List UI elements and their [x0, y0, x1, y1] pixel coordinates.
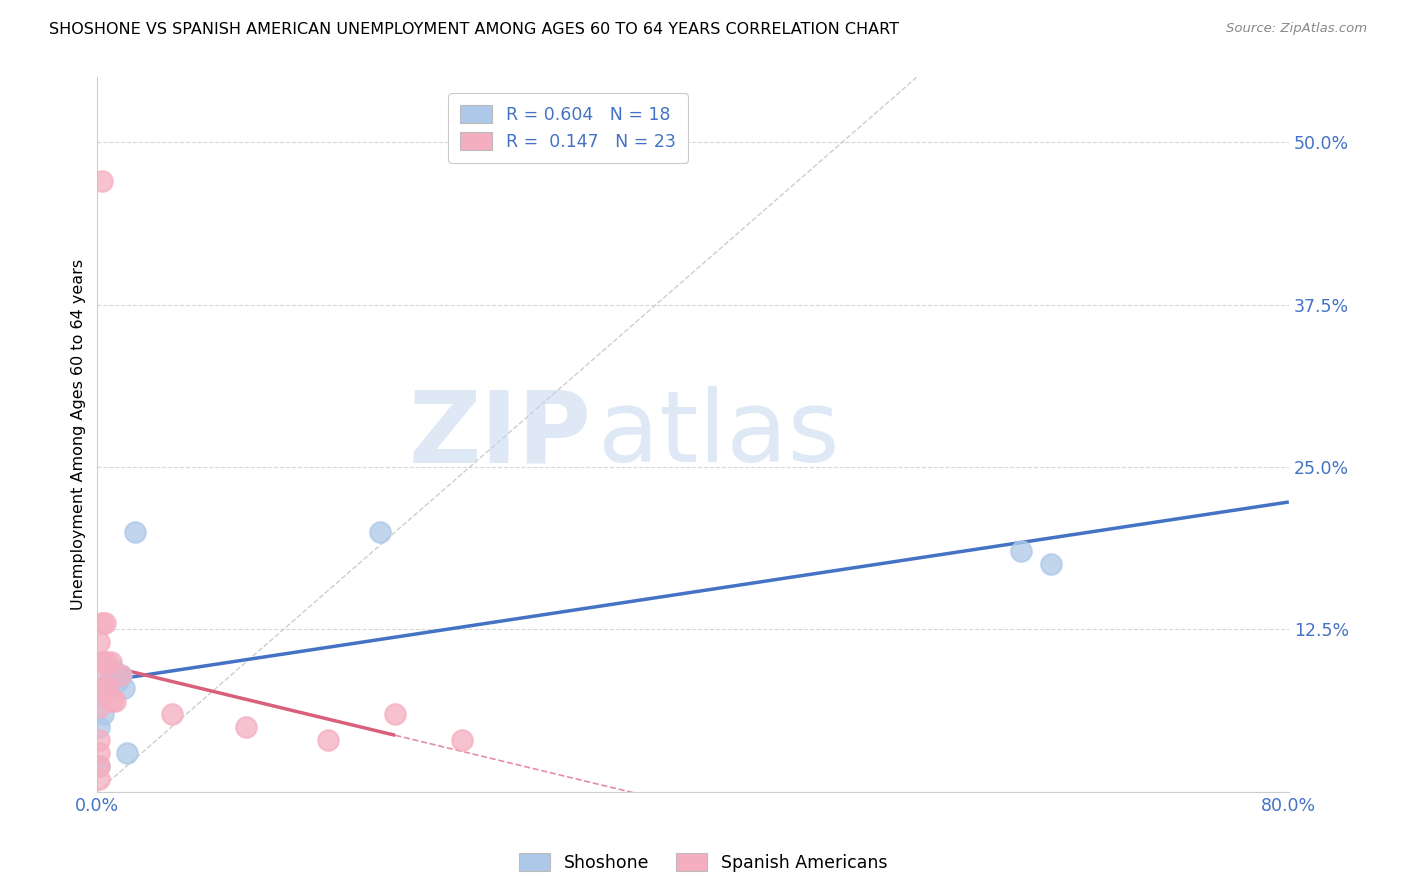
- Point: [384, 706, 406, 721]
- Point: [87, 772, 110, 786]
- Point: [107, 674, 129, 689]
- Text: ZIP: ZIP: [409, 386, 592, 483]
- Point: [108, 668, 131, 682]
- Point: [87, 732, 110, 747]
- Point: [104, 694, 127, 708]
- Point: [100, 655, 122, 669]
- Point: [451, 732, 474, 747]
- Point: [101, 694, 124, 708]
- Point: [87, 668, 110, 682]
- Point: [87, 758, 110, 772]
- Point: [110, 668, 132, 682]
- Point: [87, 758, 110, 772]
- Text: SHOSHONE VS SPANISH AMERICAN UNEMPLOYMENT AMONG AGES 60 TO 64 YEARS CORRELATION : SHOSHONE VS SPANISH AMERICAN UNEMPLOYMEN…: [49, 22, 900, 37]
- Point: [124, 524, 146, 539]
- Text: Source: ZipAtlas.com: Source: ZipAtlas.com: [1226, 22, 1367, 36]
- Point: [89, 681, 111, 695]
- Point: [87, 720, 110, 734]
- Point: [98, 674, 121, 689]
- Point: [91, 655, 114, 669]
- Point: [1010, 544, 1032, 558]
- Point: [98, 661, 121, 675]
- Point: [235, 720, 257, 734]
- Point: [87, 635, 110, 649]
- Point: [90, 687, 112, 701]
- Y-axis label: Unemployment Among Ages 60 to 64 years: Unemployment Among Ages 60 to 64 years: [72, 259, 86, 610]
- Point: [87, 746, 110, 760]
- Point: [104, 668, 127, 682]
- Point: [87, 700, 110, 714]
- Point: [316, 732, 339, 747]
- Legend: Shoshone, Spanish Americans: Shoshone, Spanish Americans: [512, 847, 894, 879]
- Point: [90, 615, 112, 630]
- Point: [97, 681, 120, 695]
- Legend: R = 0.604   N = 18, R =  0.147   N = 23: R = 0.604 N = 18, R = 0.147 N = 23: [449, 94, 688, 163]
- Point: [96, 655, 118, 669]
- Point: [91, 706, 114, 721]
- Point: [370, 524, 392, 539]
- Point: [94, 615, 117, 630]
- Point: [115, 746, 138, 760]
- Point: [90, 174, 112, 188]
- Point: [96, 655, 118, 669]
- Point: [101, 661, 124, 675]
- Point: [1039, 558, 1062, 572]
- Point: [112, 681, 135, 695]
- Text: atlas: atlas: [598, 386, 839, 483]
- Point: [160, 706, 183, 721]
- Point: [91, 681, 114, 695]
